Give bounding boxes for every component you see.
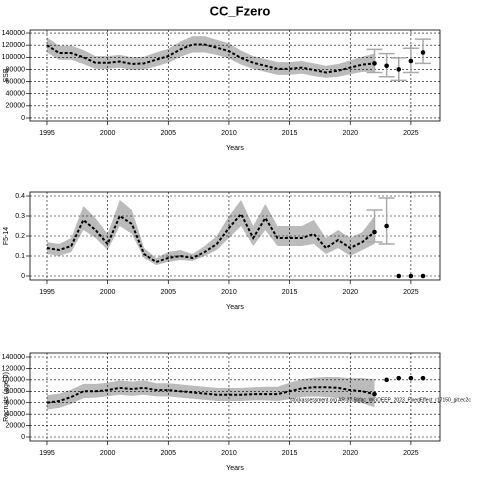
y-axis-label: Recruits (age 0) [3,372,10,422]
y-tick-label: 80000 [6,388,26,395]
forecast-point [408,273,414,279]
x-tick-label: 2020 [342,130,358,137]
forecast-point [372,229,377,235]
x-axis-label: Years [226,145,244,152]
forecast-point [420,50,426,55]
x-tick-label: 2005 [160,450,176,457]
forecast-point [408,58,414,64]
y-tick-label: 0 [21,434,25,441]
x-axis-label: Years [226,465,244,472]
forecast-point [420,273,426,279]
forecast-point [408,375,414,381]
forecast-point [372,61,377,66]
y-tick-label: 80000 [6,66,26,73]
plot-frame [29,29,441,122]
confidence-band [46,36,375,78]
forecast-point [384,377,389,383]
x-tick-label: 2005 [160,289,176,296]
plot-frame [29,191,441,281]
forecast-point [396,273,402,279]
y-tick-label: 60000 [6,78,26,85]
x-tick-label: 2000 [100,289,116,296]
forecast-point [384,63,389,69]
y-tick-label: 0.3 [15,213,25,220]
y-tick-label: 100000 [2,377,25,384]
y-tick-label: 0 [21,273,25,280]
estimate-line [46,386,375,404]
annotation: stockassessment.org AR-27.5bfac_WGDEEP_2… [290,397,471,403]
y-tick-label: 100000 [2,54,25,61]
forecast-point [396,375,402,381]
confidence-band [46,200,375,265]
estimate-line [46,43,375,74]
y-axis-label: F5-14 [3,227,10,245]
x-tick-label: 2025 [403,130,419,137]
x-tick-label: 1995 [39,130,55,137]
y-tick-label: 60000 [6,400,26,407]
x-tick-label: 2015 [282,450,298,457]
y-tick-label: 20000 [6,422,26,429]
x-tick-label: 2015 [282,289,298,296]
forecast-point [372,391,377,397]
x-tick-label: 2000 [100,450,116,457]
y-axis-label: SSB [3,68,10,82]
forecast-point [384,223,389,229]
x-tick-label: 2025 [403,450,419,457]
plot-frame [29,352,441,442]
x-tick-label: 2020 [342,289,358,296]
y-tick-label: 120000 [2,365,25,372]
y-tick-label: 40000 [6,91,26,98]
chart-title: CC_Fzero [210,3,271,18]
x-tick-label: 2010 [221,130,237,137]
x-tick-label: 2010 [221,289,237,296]
x-tick-label: 1995 [39,289,55,296]
x-tick-label: 2025 [403,289,419,296]
y-tick-label: 120000 [2,42,25,49]
x-tick-label: 2000 [100,130,116,137]
y-tick-label: 40000 [6,411,26,418]
x-tick-label: 2005 [160,130,176,137]
forecast-point [396,67,402,72]
x-tick-label: 2020 [342,450,358,457]
x-axis-label: Years [226,304,244,311]
y-tick-label: 0.2 [15,233,25,240]
y-tick-label: 20000 [6,103,26,110]
y-tick-label: 0.4 [15,193,25,200]
y-tick-label: 0 [21,115,25,122]
y-tick-label: 140000 [2,30,25,37]
y-tick-label: 140000 [2,354,25,361]
x-tick-label: 1995 [39,450,55,457]
y-tick-label: 0.1 [15,253,25,260]
x-tick-label: 2015 [282,130,298,137]
forecast-point [420,375,426,381]
x-tick-label: 2010 [221,450,237,457]
